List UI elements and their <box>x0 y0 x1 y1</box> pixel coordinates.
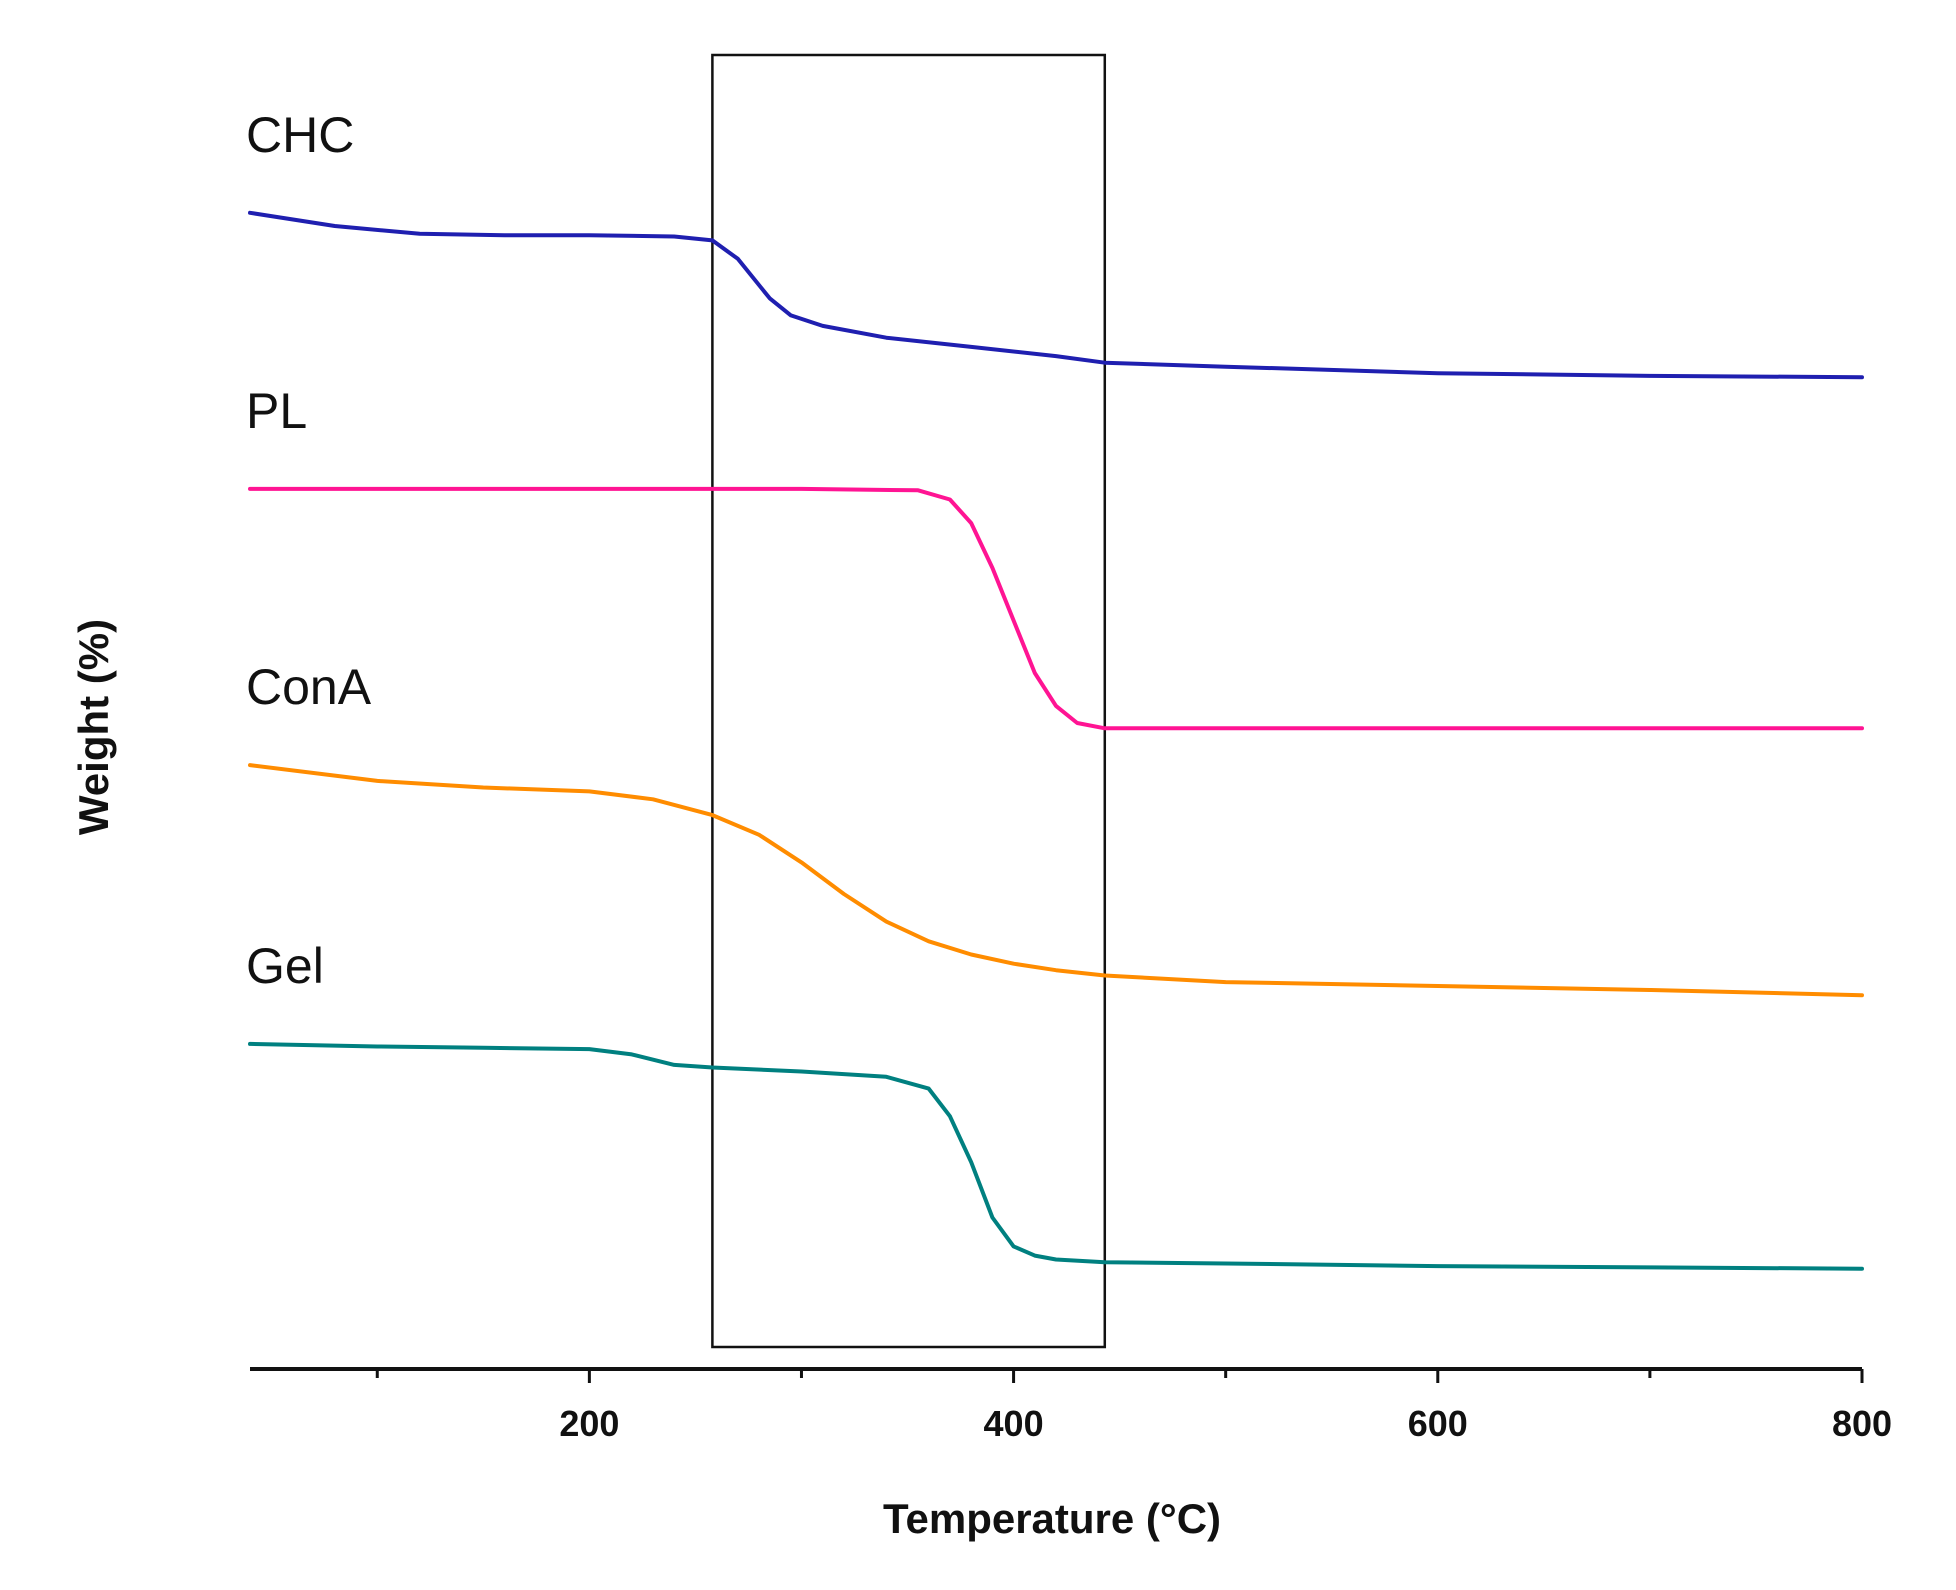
x-tick-label: 600 <box>1408 1403 1468 1444</box>
series-label-chc: CHC <box>246 107 354 163</box>
highlight-box <box>711 53 1107 1349</box>
series-label-gel: Gel <box>246 938 324 994</box>
series-line-gel <box>248 1041 1864 1271</box>
series-line-pl <box>248 486 1864 731</box>
x-axis-title: Temperature (°C) <box>883 1495 1221 1542</box>
series-line-chc <box>248 210 1864 380</box>
x-tick-label: 200 <box>559 1403 619 1444</box>
x-tick-label: 400 <box>984 1403 1044 1444</box>
series-label-pl: PL <box>246 383 307 439</box>
series-label-cona: ConA <box>246 659 372 715</box>
plot-area: CHC PL ConA Gel <box>246 53 1864 1349</box>
x-axis-ticks: 200 400 600 800 <box>375 1369 1892 1444</box>
x-tick-label: 800 <box>1832 1403 1892 1444</box>
y-axis-title: Weight (%) <box>70 619 117 835</box>
series-line-cona <box>248 763 1864 998</box>
